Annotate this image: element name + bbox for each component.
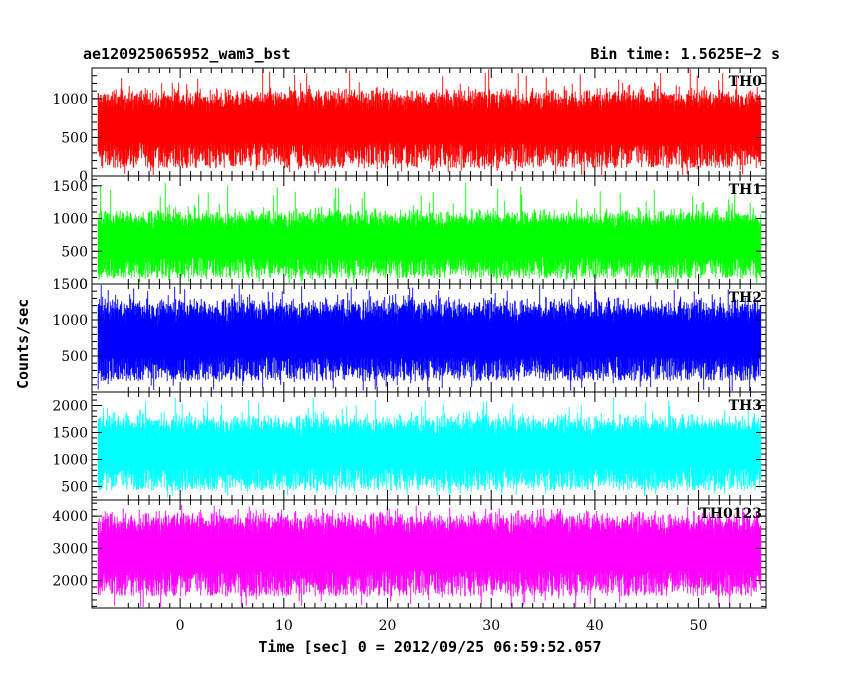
x-tick-label: 0 xyxy=(176,618,185,634)
y-tick-label: 500 xyxy=(61,244,88,260)
series-th3-line xyxy=(97,397,762,498)
series-th1-line xyxy=(97,182,762,283)
x-axis-label: Time [sec] 0 = 2012/09/25 06:59:52.057 xyxy=(258,638,602,656)
series-th2-line xyxy=(97,285,762,391)
series-th0-line xyxy=(97,69,762,175)
y-tick-label: 0 xyxy=(79,169,88,185)
panel-label-th3: TH3 xyxy=(729,398,762,414)
y-tick-label: 2000 xyxy=(52,574,88,590)
chart-title-right: Bin time: 1.5625E−2 s xyxy=(590,45,780,63)
x-tick-label: 20 xyxy=(379,618,397,634)
y-tick-label: 1000 xyxy=(52,92,88,108)
y-tick-label: 2000 xyxy=(52,399,88,415)
y-tick-label: 4000 xyxy=(52,509,88,525)
y-tick-label: 1500 xyxy=(52,426,88,442)
panel-label-th0: TH0 xyxy=(729,74,763,90)
y-tick-label: 1000 xyxy=(52,453,88,469)
x-tick-label: 30 xyxy=(482,618,500,634)
y-tick-label: 0 xyxy=(79,277,88,293)
x-tick-label: 10 xyxy=(275,618,293,634)
y-tick-label: 500 xyxy=(61,130,88,146)
panel-label-th1: TH1 xyxy=(729,182,762,198)
panel-label-th0123: TH0123 xyxy=(699,506,762,522)
y-tick-label: 1500 xyxy=(52,179,88,195)
y-tick-label: 1000 xyxy=(52,313,88,329)
y-tick-label: 3000 xyxy=(52,541,88,557)
chart-title-left: ae120925065952_wam3_bst xyxy=(83,45,291,63)
y-tick-label: 500 xyxy=(61,349,88,365)
x-tick-label: 50 xyxy=(690,618,708,634)
panel-label-th2: TH2 xyxy=(729,290,762,306)
y-tick-label: 500 xyxy=(61,480,88,496)
x-tick-label: 40 xyxy=(586,618,604,634)
y-tick-label: 1500 xyxy=(52,277,88,293)
y-tick-label: 1000 xyxy=(52,212,88,228)
series-th0123-line xyxy=(97,504,762,607)
